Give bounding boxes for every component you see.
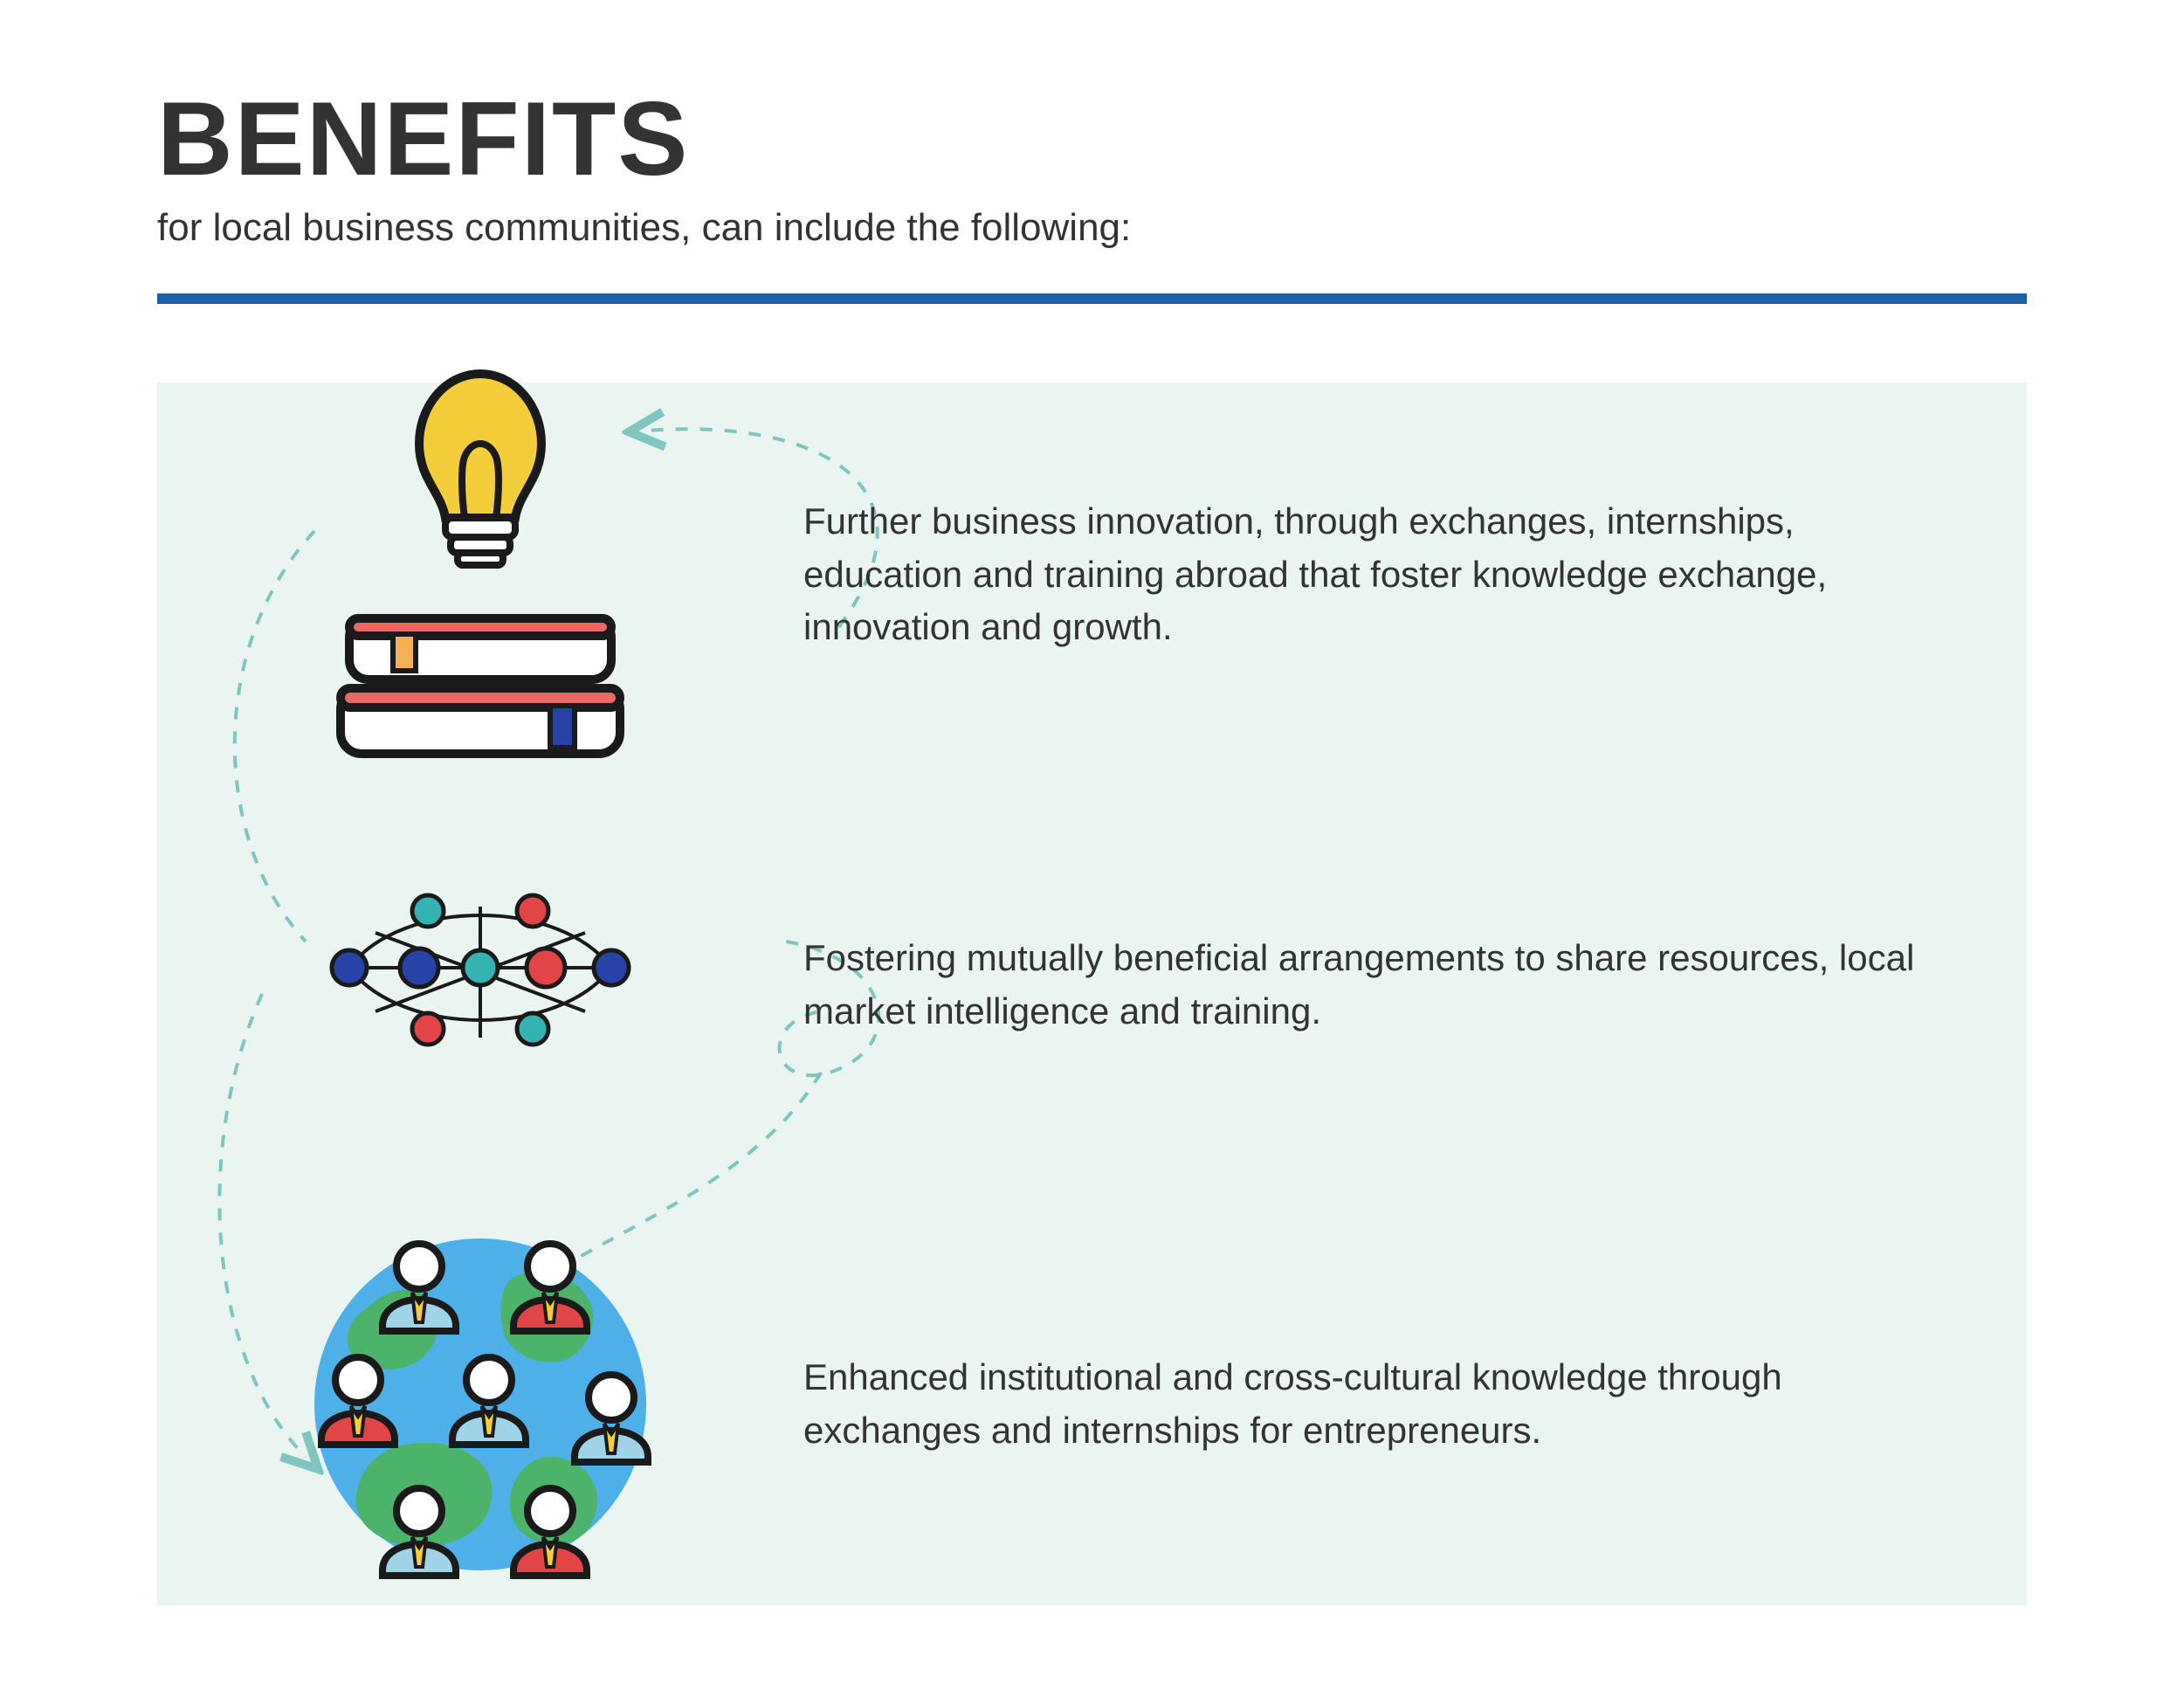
benefits-panel: Further business innovation, through exc… — [157, 383, 2027, 1605]
benefit-row-1: Further business innovation, through exc… — [157, 356, 2027, 793]
benefit-text-3: Enhanced institutional and cross-cultura… — [751, 1351, 1957, 1458]
benefit-text-1: Further business innovation, through exc… — [751, 495, 1957, 655]
page-title: BENEFITS — [157, 79, 2027, 199]
lightbulb-books-icon — [210, 356, 751, 793]
page-subtitle: for local business communities, can incl… — [157, 206, 2027, 250]
benefit-text-2: Fostering mutually beneficial arrangemen… — [751, 932, 1957, 1038]
header-divider — [157, 293, 2027, 304]
network-icon — [210, 819, 751, 1151]
benefit-row-3: Enhanced institutional and cross-cultura… — [157, 1186, 2027, 1623]
benefit-row-2: Fostering mutually beneficial arrangemen… — [157, 819, 2027, 1151]
globe-people-icon — [210, 1186, 751, 1623]
